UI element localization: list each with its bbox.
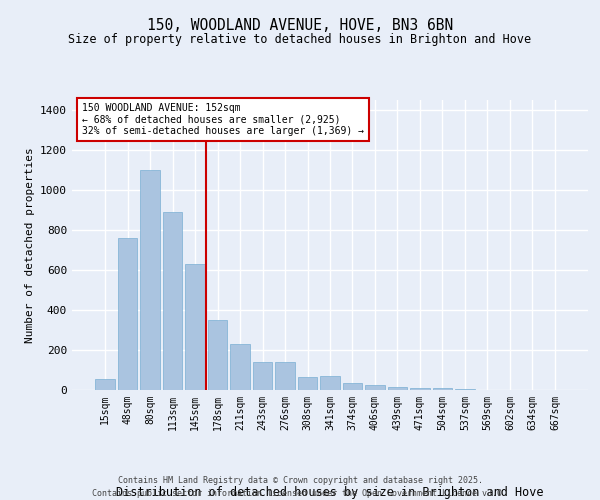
Bar	[433, 388, 452, 390]
Bar	[163, 212, 182, 390]
Text: 150, WOODLAND AVENUE, HOVE, BN3 6BN: 150, WOODLAND AVENUE, HOVE, BN3 6BN	[147, 18, 453, 32]
Y-axis label: Number of detached properties: Number of detached properties	[25, 147, 35, 343]
Bar	[365, 385, 385, 390]
Bar	[185, 264, 205, 390]
Bar	[455, 389, 475, 390]
Bar	[118, 238, 137, 390]
Bar	[230, 344, 250, 390]
Bar	[208, 320, 227, 390]
Bar	[275, 362, 295, 390]
Text: Size of property relative to detached houses in Brighton and Hove: Size of property relative to detached ho…	[68, 32, 532, 46]
Bar	[253, 362, 272, 390]
Bar	[140, 170, 160, 390]
Text: Contains HM Land Registry data © Crown copyright and database right 2025.
Contai: Contains HM Land Registry data © Crown c…	[92, 476, 508, 498]
Bar	[95, 379, 115, 390]
Bar	[410, 388, 430, 390]
Bar	[298, 377, 317, 390]
Bar	[320, 376, 340, 390]
Text: 150 WOODLAND AVENUE: 152sqm
← 68% of detached houses are smaller (2,925)
32% of : 150 WOODLAND AVENUE: 152sqm ← 68% of det…	[82, 103, 364, 136]
Bar	[388, 387, 407, 390]
Bar	[343, 383, 362, 390]
X-axis label: Distribution of detached houses by size in Brighton and Hove: Distribution of detached houses by size …	[116, 486, 544, 498]
